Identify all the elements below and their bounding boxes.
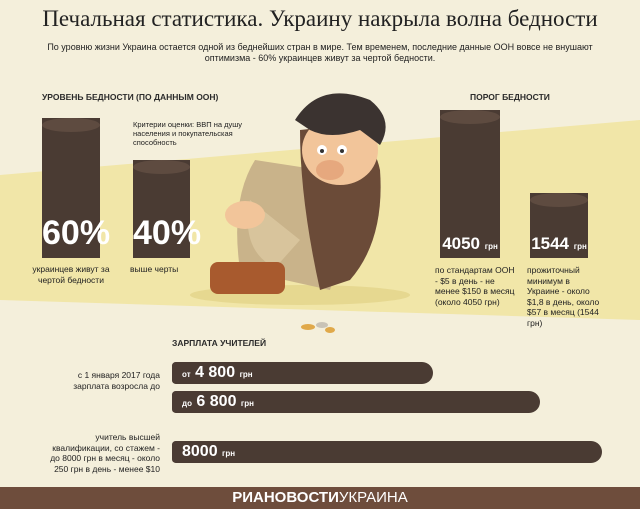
vertical-bar [530,193,588,258]
row-label: с 1 января 2017 года зарплата возросла д… [73,370,160,391]
prefix: до [182,399,192,408]
region: УКРАИНА [338,489,408,506]
footer: РИАНОВОСТИУКРАИНА [0,487,640,509]
bar-label: по стандартам ООН - $5 в день - не менее… [435,265,515,307]
value: 40% [133,214,202,252]
title: Печальная статистика. Украину накрыла во… [42,6,598,31]
salary-bar: 8000 грн [172,441,602,463]
value: 60% [42,214,111,252]
value-number: 1544 [531,234,570,253]
unit: грн [239,370,253,379]
section-title: УРОВЕНЬ БЕДНОСТИ (ПО ДАННЫМ ООН) [42,92,219,102]
section-title: ПОРОГ БЕДНОСТИ [470,92,550,102]
unit: грн [222,449,236,458]
unit: грн [240,399,254,408]
vertical-bar [133,160,190,258]
value: 4050 грн [440,234,500,254]
value-number: 4050 [442,234,481,253]
unit: грн [484,242,498,251]
value: 6 800 [196,393,237,410]
salary-bar: от 4 800 грн [172,362,433,384]
value: 4 800 [195,364,236,381]
value: 1544 грн [530,234,588,254]
bar-label: выше черты [130,264,179,274]
unit: грн [573,242,587,251]
value: 8000 [182,443,218,460]
vertical-bar [42,118,100,258]
prefix: от [182,370,191,379]
salary-bar: до 6 800 грн [172,391,540,413]
section-title: ЗАРПЛАТА УЧИТЕЛЕЙ [172,338,267,348]
brand: РИАНОВОСТИ [232,489,339,506]
subtitle: По уровню жизни Украина остается одной и… [47,42,593,63]
vertical-bar [440,110,500,258]
illustration [190,93,410,333]
bar-label: украинцев живут за чертой бедности [32,264,110,285]
bar-label: прожиточный минимум в Украине - около $1… [527,265,600,328]
criteria: Критерии оценки: ВВП на душу населения и… [133,120,242,147]
row-label: учитель высшей квалификации, со стажем -… [50,432,160,474]
